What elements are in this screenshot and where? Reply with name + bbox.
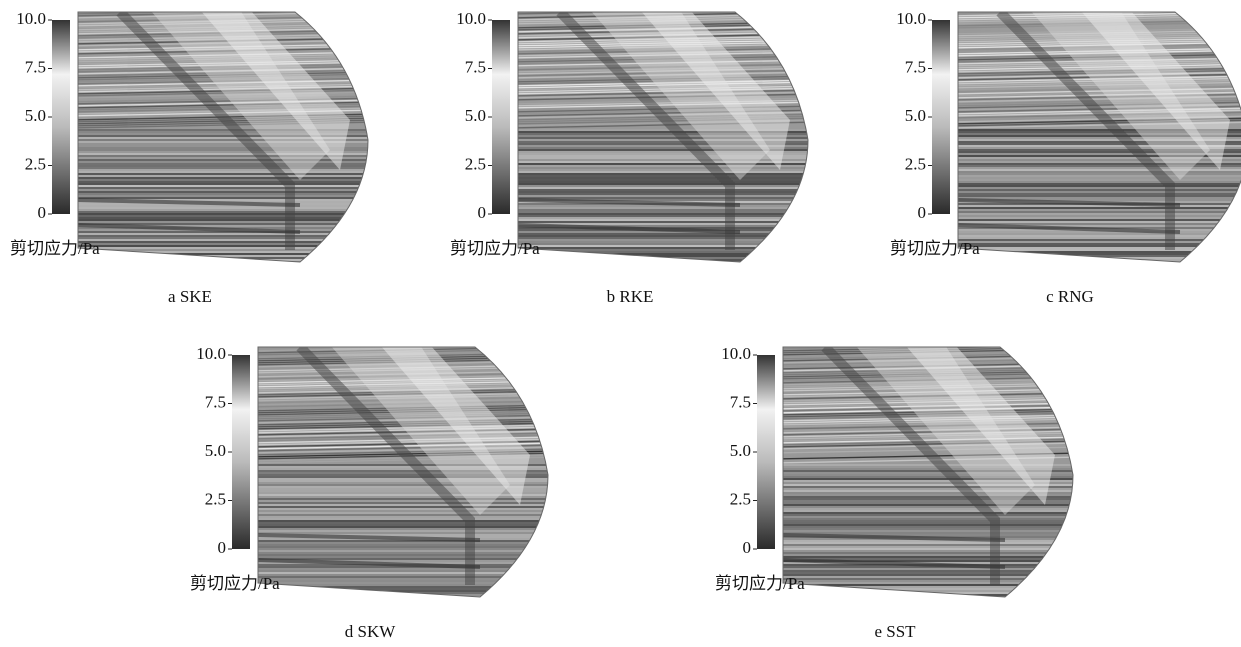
colorbar-tick-label: 5.0 xyxy=(25,106,46,125)
colorbar-unit: 剪切应力/Pa xyxy=(10,239,100,258)
colorbar-tick-label: 2.5 xyxy=(25,154,46,173)
colorbar-tick-label: 7.5 xyxy=(205,392,226,411)
colorbar-unit: 剪切应力/Pa xyxy=(715,574,805,593)
colorbar-unit: 剪切应力/Pa xyxy=(190,574,280,593)
colorbar-tick-label: 0 xyxy=(743,538,752,557)
colorbar-tick-label: 2.5 xyxy=(905,154,926,173)
contour-surface xyxy=(775,339,1085,605)
colorbar-tick-label: 10.0 xyxy=(721,344,751,363)
contour-surface xyxy=(950,4,1241,270)
colorbar xyxy=(232,355,250,549)
colorbar xyxy=(757,355,775,549)
contour-surface xyxy=(250,339,560,605)
panel-caption: b RKE xyxy=(607,287,654,306)
colorbar-tick-label: 7.5 xyxy=(905,57,926,76)
colorbar-tick-label: 2.5 xyxy=(730,489,751,508)
panel: 10.0 7.5 5.0 2.5 0 剪切应力/Pa a SKE xyxy=(10,4,380,306)
colorbar-tick-label: 0 xyxy=(478,203,487,222)
colorbar-tick-label: 0 xyxy=(218,538,227,557)
colorbar-tick-label: 10.0 xyxy=(16,9,46,28)
colorbar-tick-label: 7.5 xyxy=(465,57,486,76)
panel: 10.0 7.5 5.0 2.5 0 剪切应力/Pa b RKE xyxy=(450,4,820,306)
colorbar-tick-label: 5.0 xyxy=(465,106,486,125)
panel: 10.0 7.5 5.0 2.5 0 剪切应力/Pa e SST xyxy=(715,339,1085,641)
colorbar-tick-label: 5.0 xyxy=(730,441,751,460)
panel-caption: a SKE xyxy=(168,287,212,306)
figure: 10.0 7.5 5.0 2.5 0 剪切应力/Pa a SKE 10.0 7.5 5.0 2.5 0… xyxy=(0,0,1241,642)
panel-caption: e SST xyxy=(874,622,916,641)
colorbar-tick-label: 10.0 xyxy=(896,9,926,28)
colorbar-tick-label: 7.5 xyxy=(730,392,751,411)
panel: 10.0 7.5 5.0 2.5 0 剪切应力/Pa c RNG xyxy=(890,4,1241,306)
colorbar-tick-label: 10.0 xyxy=(456,9,486,28)
colorbar-tick-label: 2.5 xyxy=(465,154,486,173)
colorbar-unit: 剪切应力/Pa xyxy=(450,239,540,258)
colorbar-tick-label: 0 xyxy=(918,203,927,222)
colorbar-tick-label: 5.0 xyxy=(205,441,226,460)
colorbar-tick-label: 5.0 xyxy=(905,106,926,125)
colorbar-tick-label: 10.0 xyxy=(196,344,226,363)
contour-surface xyxy=(70,4,380,270)
colorbar-unit: 剪切应力/Pa xyxy=(890,239,980,258)
colorbar xyxy=(492,20,510,214)
panel-caption: c RNG xyxy=(1046,287,1094,306)
colorbar-tick-label: 0 xyxy=(38,203,47,222)
contour-surface xyxy=(510,4,820,270)
panel-caption: d SKW xyxy=(345,622,396,641)
colorbar-tick-label: 7.5 xyxy=(25,57,46,76)
panel: 10.0 7.5 5.0 2.5 0 剪切应力/Pa d SKW xyxy=(190,339,560,641)
colorbar xyxy=(52,20,70,214)
colorbar-tick-label: 2.5 xyxy=(205,489,226,508)
colorbar xyxy=(932,20,950,214)
